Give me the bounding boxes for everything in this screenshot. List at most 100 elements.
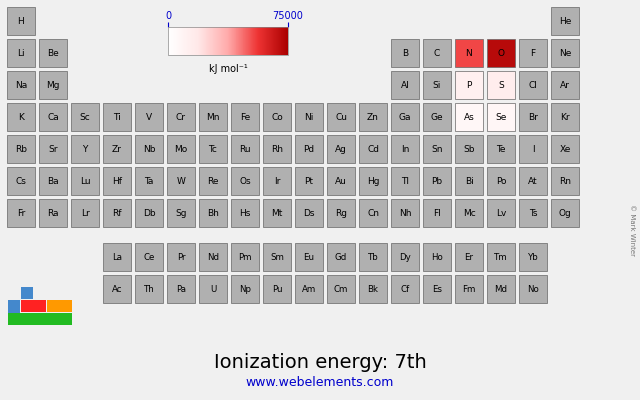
Bar bbox=[423, 275, 451, 303]
Bar bbox=[71, 103, 99, 131]
Text: Br: Br bbox=[528, 112, 538, 122]
Bar bbox=[167, 135, 195, 163]
Bar bbox=[199, 243, 227, 271]
Text: Ag: Ag bbox=[335, 144, 347, 154]
Text: Ra: Ra bbox=[47, 208, 59, 218]
Text: Hf: Hf bbox=[112, 176, 122, 186]
Bar bbox=[167, 167, 195, 195]
Bar bbox=[391, 167, 419, 195]
Bar bbox=[231, 103, 259, 131]
Bar bbox=[423, 103, 451, 131]
Text: Re: Re bbox=[207, 176, 219, 186]
Text: Sc: Sc bbox=[79, 112, 90, 122]
Text: At: At bbox=[528, 176, 538, 186]
Text: Rf: Rf bbox=[112, 208, 122, 218]
Text: Og: Og bbox=[559, 208, 572, 218]
Text: Zn: Zn bbox=[367, 112, 379, 122]
Bar bbox=[71, 199, 99, 227]
Bar bbox=[295, 135, 323, 163]
Text: Ge: Ge bbox=[431, 112, 444, 122]
Text: Ni: Ni bbox=[304, 112, 314, 122]
Text: Th: Th bbox=[143, 284, 154, 294]
Bar bbox=[359, 167, 387, 195]
Text: Ds: Ds bbox=[303, 208, 315, 218]
Text: Rg: Rg bbox=[335, 208, 347, 218]
Bar bbox=[455, 71, 483, 99]
Text: N: N bbox=[466, 48, 472, 58]
Text: Pd: Pd bbox=[303, 144, 315, 154]
Text: Mn: Mn bbox=[206, 112, 220, 122]
Bar bbox=[135, 275, 163, 303]
Text: Cl: Cl bbox=[529, 80, 538, 90]
Text: Cm: Cm bbox=[334, 284, 348, 294]
Text: Ga: Ga bbox=[399, 112, 412, 122]
Text: As: As bbox=[463, 112, 474, 122]
Bar bbox=[327, 135, 355, 163]
Bar bbox=[167, 243, 195, 271]
Bar bbox=[263, 275, 291, 303]
Bar bbox=[135, 243, 163, 271]
Text: Cs: Cs bbox=[15, 176, 26, 186]
Text: U: U bbox=[210, 284, 216, 294]
Bar bbox=[167, 103, 195, 131]
Text: Fl: Fl bbox=[433, 208, 441, 218]
Text: Ar: Ar bbox=[560, 80, 570, 90]
Bar bbox=[135, 103, 163, 131]
Bar bbox=[455, 167, 483, 195]
Bar bbox=[167, 275, 195, 303]
Bar bbox=[263, 135, 291, 163]
Bar bbox=[551, 167, 579, 195]
Bar bbox=[7, 167, 35, 195]
Bar bbox=[8, 313, 72, 325]
Bar bbox=[103, 199, 131, 227]
Bar bbox=[103, 243, 131, 271]
Bar bbox=[519, 275, 547, 303]
Bar bbox=[199, 199, 227, 227]
Bar bbox=[359, 135, 387, 163]
Bar bbox=[327, 243, 355, 271]
Text: Eu: Eu bbox=[303, 252, 314, 262]
Text: Al: Al bbox=[401, 80, 410, 90]
Text: Zr: Zr bbox=[112, 144, 122, 154]
Text: Ce: Ce bbox=[143, 252, 155, 262]
Text: Yb: Yb bbox=[527, 252, 538, 262]
Bar bbox=[519, 135, 547, 163]
Text: Li: Li bbox=[17, 48, 25, 58]
Text: Ti: Ti bbox=[113, 112, 121, 122]
Text: Po: Po bbox=[496, 176, 506, 186]
Text: Se: Se bbox=[495, 112, 507, 122]
Bar bbox=[455, 135, 483, 163]
Bar bbox=[231, 167, 259, 195]
Text: Fr: Fr bbox=[17, 208, 25, 218]
Bar bbox=[199, 275, 227, 303]
Bar bbox=[295, 199, 323, 227]
Text: kJ mol⁻¹: kJ mol⁻¹ bbox=[209, 64, 248, 74]
Text: Co: Co bbox=[271, 112, 283, 122]
Bar bbox=[455, 103, 483, 131]
Bar bbox=[71, 167, 99, 195]
Text: H: H bbox=[18, 16, 24, 26]
Bar bbox=[455, 199, 483, 227]
Text: Sm: Sm bbox=[270, 252, 284, 262]
Text: O: O bbox=[497, 48, 504, 58]
Text: Rn: Rn bbox=[559, 176, 571, 186]
Bar bbox=[167, 199, 195, 227]
Bar bbox=[231, 243, 259, 271]
Bar bbox=[551, 7, 579, 35]
Bar bbox=[231, 199, 259, 227]
Text: No: No bbox=[527, 284, 539, 294]
Bar bbox=[327, 275, 355, 303]
Bar bbox=[487, 135, 515, 163]
Text: Pm: Pm bbox=[238, 252, 252, 262]
Text: Tm: Tm bbox=[494, 252, 508, 262]
Bar bbox=[359, 199, 387, 227]
Text: F: F bbox=[531, 48, 536, 58]
Text: Xe: Xe bbox=[559, 144, 571, 154]
Text: Ionization energy: 7th: Ionization energy: 7th bbox=[214, 352, 426, 372]
Text: Lr: Lr bbox=[81, 208, 90, 218]
Bar bbox=[423, 71, 451, 99]
Bar bbox=[391, 103, 419, 131]
Bar bbox=[391, 199, 419, 227]
Bar bbox=[103, 275, 131, 303]
Text: Sb: Sb bbox=[463, 144, 475, 154]
